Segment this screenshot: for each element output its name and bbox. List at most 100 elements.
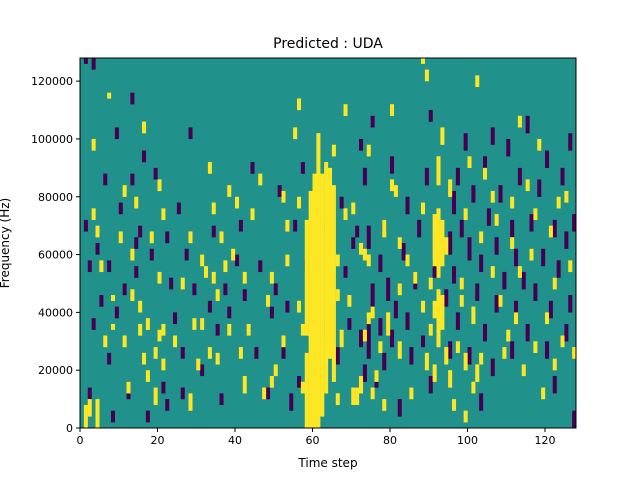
y-tick-label: 100000	[31, 133, 73, 146]
heatmap-cell-high	[157, 179, 162, 192]
heatmap-cell-low	[223, 283, 228, 296]
heatmap-cell-low	[207, 300, 212, 313]
heatmap-cell-low	[390, 329, 395, 348]
heatmap-cell-high	[343, 104, 348, 116]
heatmap-cell-high	[463, 410, 468, 423]
heatmap-cell-low	[130, 173, 135, 186]
heatmap-cell-high	[378, 341, 383, 353]
heatmap-cell-low	[386, 277, 391, 301]
heatmap-cell-low	[215, 323, 220, 336]
heatmap-cell-low	[421, 335, 426, 348]
heatmap-cell-high	[266, 295, 271, 307]
heatmap-cell-low	[277, 185, 282, 197]
heatmap-cell-low	[564, 231, 569, 249]
heatmap-cell-high	[328, 167, 333, 359]
heatmap-cell-high	[483, 167, 488, 180]
heatmap-cell-low	[91, 318, 96, 330]
heatmap-cell-high	[455, 341, 460, 353]
heatmap-cell-high	[556, 196, 561, 209]
heatmap-cell-high	[211, 271, 216, 284]
heatmap-cell-low	[107, 352, 112, 365]
heatmap-cell-high	[300, 381, 305, 394]
y-axis-label: Frequency (Hz)	[0, 198, 12, 289]
heatmap-cell-low	[351, 237, 356, 249]
heatmap-cell-high	[343, 208, 348, 221]
heatmap-cell-high	[99, 260, 104, 273]
heatmap-cell-high	[204, 266, 209, 278]
heatmap-cell-high	[304, 219, 309, 336]
heatmap-cell-low	[118, 202, 123, 215]
heatmap-cell-low	[242, 289, 247, 301]
heatmap-cell-low	[180, 347, 185, 359]
heatmap-cell-low	[153, 167, 158, 180]
heatmap-cell-low	[475, 283, 480, 301]
heatmap-cell-high	[157, 271, 162, 284]
heatmap-cell-high	[459, 277, 464, 290]
heatmap-cell-low	[490, 127, 495, 145]
heatmap-cell-low	[99, 295, 104, 307]
heatmap-cell-low	[362, 364, 367, 382]
heatmap-cell-low	[83, 219, 88, 232]
heatmap-cell-high	[285, 219, 290, 232]
heatmap-cell-high	[157, 329, 162, 342]
plot-frame	[79, 57, 577, 429]
heatmap-cell-low	[521, 271, 526, 290]
heatmap-cell-low	[572, 410, 577, 429]
heatmap-cell-low	[184, 248, 189, 261]
heatmap-cell-low	[114, 127, 119, 140]
heatmap-cell-high	[494, 214, 499, 226]
heatmap-cell-low	[405, 196, 410, 215]
heatmap-cell-high	[297, 300, 302, 313]
heatmap-cell-low	[122, 283, 127, 296]
heatmap-cell-low	[490, 358, 495, 377]
y-tick-label: 60000	[38, 249, 73, 262]
x-tick-label: 60	[306, 434, 320, 447]
heatmap-cell-high	[397, 283, 402, 296]
heatmap-cell-low	[142, 150, 147, 163]
heatmap-cell-high	[533, 208, 538, 221]
heatmap-cell-low	[483, 323, 488, 342]
heatmap-cell-high	[312, 173, 317, 429]
heatmap-cell-high	[564, 190, 569, 203]
heatmap-cell-low	[409, 347, 414, 365]
heatmap-cell-low	[455, 167, 460, 186]
heatmap-cell-high	[432, 364, 437, 382]
heatmap-cell-low	[483, 156, 488, 174]
heatmap-cell-high	[269, 375, 274, 388]
heatmap-cell-high	[362, 248, 367, 261]
heatmap-cell-high	[138, 323, 143, 336]
heatmap-cell-high	[510, 196, 515, 209]
heatmap-cell-high	[207, 162, 212, 174]
heatmap-cell-low	[572, 214, 577, 232]
heatmap-cell-high	[537, 138, 542, 151]
heatmap-cell-low	[362, 167, 367, 186]
heatmap-cell-low	[506, 138, 511, 157]
heatmap-cell-high	[200, 254, 205, 267]
heatmap-cell-high	[382, 219, 387, 238]
heatmap-cell-high	[300, 323, 305, 336]
heatmap-cell-low	[161, 381, 166, 394]
heatmap-cell-low	[529, 214, 534, 232]
heatmap-cell-low	[486, 208, 491, 226]
heatmap-cell-low	[556, 260, 561, 278]
heatmap-cell-high	[355, 387, 360, 406]
heatmap-cell-low	[370, 115, 375, 128]
heatmap-cell-high	[366, 144, 371, 157]
heatmap-cell-low	[401, 243, 406, 261]
heatmap-cell-low	[293, 219, 298, 232]
heatmap-cells	[80, 58, 577, 429]
heatmap-cell-low	[176, 202, 181, 215]
heatmap-cell-high	[130, 289, 135, 301]
heatmap-cell-low	[428, 375, 433, 394]
heatmap-cell-high	[572, 347, 577, 359]
heatmap-cell-high	[153, 387, 158, 406]
heatmap-cell-low	[111, 410, 116, 423]
heatmap-cell-high	[517, 115, 522, 128]
heatmap-cell-high	[545, 312, 550, 325]
heatmap-cell-high	[111, 295, 116, 301]
heatmap-cell-high	[444, 237, 449, 255]
heatmap-cell-low	[285, 300, 290, 313]
heatmap-cell-high	[475, 364, 480, 382]
heatmap-cell-low	[188, 127, 193, 140]
